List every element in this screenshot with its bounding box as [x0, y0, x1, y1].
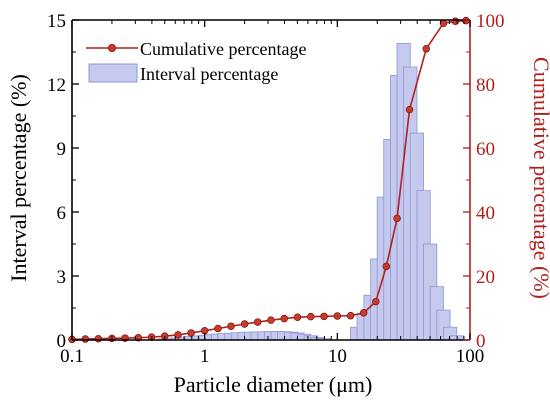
cumulative-marker-27: [422, 45, 431, 53]
x-axis-label: Particle diameter (μm): [174, 372, 373, 397]
cumulative-marker-28: [439, 19, 448, 27]
cumulative-marker-26: [405, 105, 414, 114]
cumulative-marker-17: [293, 313, 302, 322]
legend-label-interval: Interval percentage: [140, 64, 278, 84]
cumulative-marker-18: [307, 312, 315, 321]
cumulative-marker-8: [174, 331, 182, 339]
y-axis-left-label: Interval percentage (%): [6, 74, 31, 282]
y-left-tick-label-3: 9: [57, 139, 67, 160]
cumulative-marker-22: [359, 309, 368, 317]
y-left-tick-label-2: 6: [57, 203, 67, 224]
cumulative-marker-1: [81, 335, 90, 343]
legend-label-cumulative: Cumulative percentage: [140, 39, 306, 59]
cumulative-marker-19: [320, 312, 328, 321]
cumulative-marker-25: [393, 214, 401, 223]
cumulative-marker-14: [253, 318, 262, 326]
legend: Cumulative percentage Interval percentag…: [86, 39, 306, 84]
cumulative-marker-13: [240, 320, 249, 328]
cumulative-marker-24: [382, 262, 391, 271]
legend-bar-sample: [88, 63, 138, 83]
cumulative-marker-9: [187, 329, 195, 337]
x-tick-label-1: 1: [200, 346, 210, 367]
y-right-tick-label-0: 0: [476, 331, 486, 352]
x-tick-label-2: 10: [328, 346, 347, 367]
y-right-tick-label-2: 40: [476, 203, 495, 224]
cumulative-marker-11: [214, 324, 222, 333]
y-left-tick-label-1: 3: [57, 267, 67, 288]
cumulative-marker-15: [267, 316, 275, 324]
y-left-tick-label-4: 12: [47, 75, 66, 96]
cumulative-marker-20: [333, 312, 342, 320]
y-right-tick-label-5: 100: [476, 11, 505, 32]
y-right-tick-label-1: 20: [476, 267, 495, 288]
cumulative-marker-23: [372, 297, 380, 306]
x-tick-label-3: 100: [456, 346, 485, 367]
legend-marker-sample: [108, 44, 117, 53]
cumulative-marker-2: [94, 334, 103, 343]
y-right-tick-label-4: 80: [476, 75, 495, 96]
y-axis-right-label: Cumulative percentage (%): [529, 57, 550, 299]
cumulative-marker-12: [227, 322, 235, 330]
y-left-tick-label-5: 15: [47, 11, 66, 32]
cumulative-marker-29: [451, 17, 460, 26]
y-left-tick-label-0: 0: [57, 331, 67, 352]
cumulative-marker-21: [346, 311, 355, 320]
x-tick-label-0: 0.1: [60, 346, 84, 367]
y-right-tick-label-3: 60: [476, 139, 495, 160]
cumulative-marker-16: [280, 314, 289, 323]
